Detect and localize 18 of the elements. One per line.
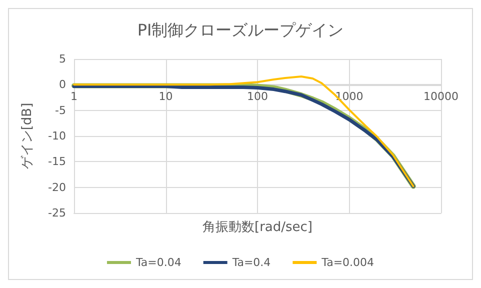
y-axis-title: ゲイン[dB] (20, 102, 35, 170)
legend-label: Ta=0.04 (134, 256, 182, 269)
x-tick-label: 100 (247, 90, 268, 103)
chart-title: PI制御クローズループゲイン (137, 20, 344, 40)
y-tick-label: -25 (48, 206, 66, 220)
y-tick-label: -5 (55, 104, 66, 117)
y-tick-label: 0 (59, 78, 66, 92)
x-tick-label: 1000 (335, 90, 364, 103)
y-tick-label: -20 (48, 180, 66, 194)
y-tick-label: -10 (48, 130, 66, 142)
x-tick-label: 10000 (424, 90, 458, 103)
x-tick-label: 1 (70, 90, 78, 103)
y-tick-label: -15 (48, 155, 66, 168)
legend-label: Ta=0.004 (320, 256, 374, 269)
y-tick-label: 5 (59, 52, 66, 66)
x-axis-title: 角振動数[rad/sec] (202, 220, 313, 235)
legend-label: Ta=0.4 (231, 256, 271, 269)
x-tick-label: 10 (158, 90, 173, 103)
